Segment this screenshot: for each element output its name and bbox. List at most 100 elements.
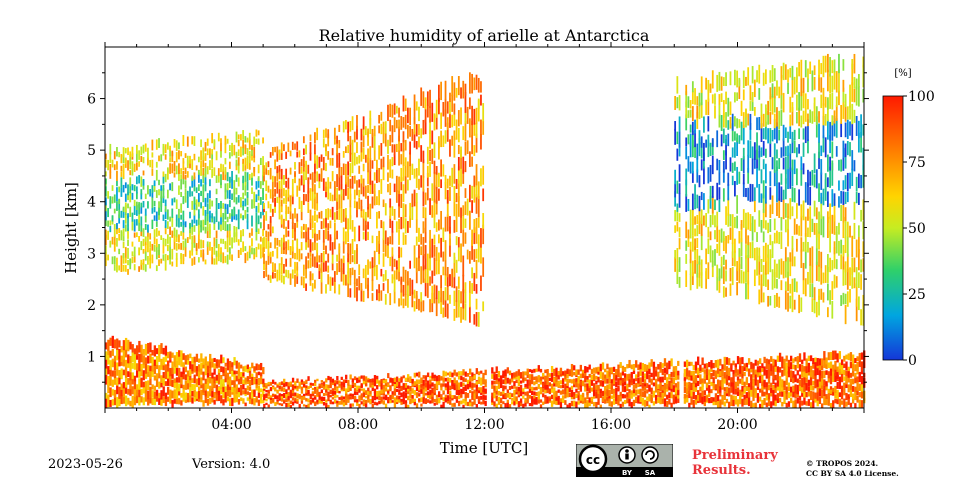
humidity-cell <box>685 382 689 389</box>
humidity-cell <box>129 378 132 390</box>
humidity-cell <box>169 216 171 222</box>
humidity-cell <box>568 369 571 377</box>
humidity-cell <box>759 370 762 376</box>
humidity-cell <box>840 204 843 221</box>
humidity-cell <box>382 380 385 384</box>
humidity-cell <box>705 212 708 228</box>
humidity-cell <box>373 401 377 406</box>
humidity-cell <box>142 238 145 247</box>
humidity-cell <box>723 378 726 384</box>
humidity-cell <box>111 196 114 204</box>
humidity-cell <box>391 394 394 400</box>
humidity-cell <box>511 385 514 389</box>
humidity-cell <box>736 282 739 296</box>
humidity-cell <box>358 225 361 242</box>
humidity-cell <box>455 299 458 318</box>
humidity-cell <box>131 146 134 158</box>
humidity-cell <box>259 236 262 242</box>
humidity-cell <box>765 163 767 184</box>
humidity-cell <box>791 235 794 250</box>
humidity-cell <box>433 387 436 393</box>
humidity-cell <box>378 291 381 302</box>
humidity-cell <box>331 388 335 392</box>
humidity-cell <box>455 384 459 391</box>
humidity-cell <box>193 389 196 398</box>
humidity-cell <box>333 137 336 145</box>
humidity-cell <box>122 396 126 404</box>
humidity-cell <box>703 193 705 210</box>
humidity-cell <box>519 398 523 403</box>
humidity-cell <box>162 214 165 221</box>
humidity-cell <box>659 362 662 369</box>
humidity-cell <box>271 393 275 397</box>
humidity-cell <box>127 147 129 156</box>
humidity-cell <box>166 244 169 252</box>
humidity-cell <box>691 208 694 226</box>
humidity-cell <box>285 168 288 180</box>
humidity-cell <box>858 392 861 398</box>
humidity-cell <box>235 360 238 369</box>
humidity-cell <box>825 383 828 391</box>
humidity-cell <box>820 268 823 285</box>
humidity-cell <box>482 301 485 312</box>
humidity-cell <box>544 382 547 390</box>
humidity-cell <box>511 372 514 377</box>
humidity-cell <box>226 372 230 380</box>
humidity-cell <box>791 77 794 98</box>
humidity-cell <box>851 385 855 392</box>
humidity-cell <box>431 372 434 379</box>
humidity-cell <box>244 210 247 219</box>
humidity-cell <box>477 242 480 263</box>
humidity-cell <box>741 369 744 379</box>
humidity-cell <box>820 364 824 371</box>
humidity-cell <box>253 366 256 372</box>
humidity-cell <box>285 403 288 408</box>
humidity-cell <box>601 380 605 387</box>
humidity-cell <box>535 391 538 396</box>
humidity-cell <box>862 221 865 240</box>
humidity-cell <box>778 198 781 218</box>
humidity-cell <box>807 139 809 154</box>
humidity-cell <box>457 300 460 318</box>
humidity-cell <box>484 369 487 376</box>
humidity-cell <box>271 270 274 279</box>
humidity-cell <box>566 404 569 409</box>
humidity-cell <box>220 215 222 225</box>
humidity-cell <box>398 298 400 307</box>
humidity-cell <box>309 134 312 141</box>
humidity-cell <box>362 163 365 172</box>
humidity-cell <box>559 385 563 389</box>
humidity-cell <box>314 386 317 390</box>
humidity-cell <box>736 389 740 396</box>
humidity-cell <box>780 74 783 96</box>
humidity-cell <box>285 247 288 255</box>
humidity-cell <box>340 184 343 197</box>
humidity-cell <box>164 392 168 400</box>
humidity-cell <box>838 365 842 375</box>
humidity-cell <box>116 338 119 350</box>
humidity-cell <box>759 365 762 373</box>
humidity-cell <box>798 395 802 401</box>
humidity-cell <box>435 259 438 275</box>
humidity-cell <box>694 259 696 274</box>
humidity-cell <box>149 247 152 257</box>
humidity-cell <box>553 391 556 399</box>
humidity-cell <box>347 252 350 263</box>
humidity-cell <box>278 271 281 281</box>
humidity-cell <box>787 228 789 247</box>
humidity-cell <box>255 246 258 258</box>
humidity-cell <box>557 389 560 393</box>
humidity-cell <box>683 396 687 404</box>
humidity-cell <box>597 376 600 383</box>
humidity-cell <box>113 151 116 160</box>
humidity-cell <box>773 294 776 308</box>
humidity-cell <box>333 380 337 384</box>
humidity-cell <box>626 392 629 397</box>
humidity-cell <box>772 373 775 380</box>
humidity-cell <box>776 393 780 399</box>
humidity-cell <box>246 172 249 182</box>
humidity-cell <box>672 394 675 400</box>
humidity-cell <box>342 121 345 133</box>
humidity-cell <box>140 192 143 200</box>
humidity-cell <box>820 159 823 175</box>
